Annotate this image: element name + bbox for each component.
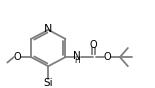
- Text: O: O: [103, 52, 111, 62]
- Text: N: N: [73, 51, 81, 61]
- Text: Si: Si: [43, 78, 53, 88]
- Text: O: O: [89, 40, 97, 50]
- Text: N: N: [44, 24, 52, 34]
- Text: O: O: [13, 52, 21, 62]
- Text: H: H: [74, 56, 80, 65]
